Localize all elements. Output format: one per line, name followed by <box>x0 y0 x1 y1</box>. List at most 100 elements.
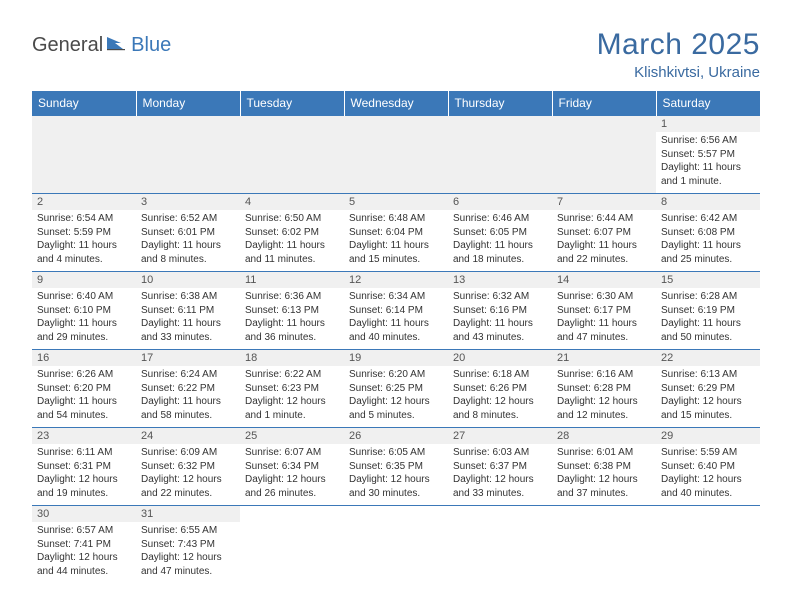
daylight-text: Daylight: 11 hours and 22 minutes. <box>557 239 651 266</box>
sunrise-text: Sunrise: 6:13 AM <box>661 368 755 382</box>
calendar-cell: 12Sunrise: 6:34 AMSunset: 6:14 PMDayligh… <box>344 272 448 350</box>
day-details: Sunrise: 6:16 AMSunset: 6:28 PMDaylight:… <box>552 366 656 425</box>
sunset-text: Sunset: 6:23 PM <box>245 382 339 396</box>
calendar-cell <box>344 116 448 194</box>
day-number: 4 <box>240 194 344 210</box>
day-details: Sunrise: 6:09 AMSunset: 6:32 PMDaylight:… <box>136 444 240 503</box>
daylight-text: Daylight: 12 hours and 26 minutes. <box>245 473 339 500</box>
weekday-header: Monday <box>136 91 240 116</box>
daylight-text: Daylight: 11 hours and 43 minutes. <box>453 317 547 344</box>
calendar-cell <box>136 116 240 194</box>
day-number: 15 <box>656 272 760 288</box>
sunrise-text: Sunrise: 6:05 AM <box>349 446 443 460</box>
daylight-text: Daylight: 11 hours and 58 minutes. <box>141 395 235 422</box>
weekday-header: Wednesday <box>344 91 448 116</box>
logo-text-general: General <box>32 34 103 57</box>
day-details: Sunrise: 6:56 AMSunset: 5:57 PMDaylight:… <box>656 132 760 191</box>
calendar-cell: 10Sunrise: 6:38 AMSunset: 6:11 PMDayligh… <box>136 272 240 350</box>
calendar-cell: 15Sunrise: 6:28 AMSunset: 6:19 PMDayligh… <box>656 272 760 350</box>
title-block: March 2025 Klishkivtsi, Ukraine <box>597 28 760 81</box>
sunset-text: Sunset: 6:20 PM <box>37 382 131 396</box>
sunrise-text: Sunrise: 6:50 AM <box>245 212 339 226</box>
calendar-row: 30Sunrise: 6:57 AMSunset: 7:41 PMDayligh… <box>32 506 760 584</box>
day-number: 22 <box>656 350 760 366</box>
sunrise-text: Sunrise: 6:56 AM <box>661 134 755 148</box>
sunrise-text: Sunrise: 6:20 AM <box>349 368 443 382</box>
sunrise-text: Sunrise: 6:54 AM <box>37 212 131 226</box>
day-number: 27 <box>448 428 552 444</box>
calendar-cell <box>240 506 344 584</box>
daylight-text: Daylight: 12 hours and 44 minutes. <box>37 551 131 578</box>
daylight-text: Daylight: 12 hours and 12 minutes. <box>557 395 651 422</box>
sunrise-text: Sunrise: 6:28 AM <box>661 290 755 304</box>
sunset-text: Sunset: 6:31 PM <box>37 460 131 474</box>
calendar-cell: 14Sunrise: 6:30 AMSunset: 6:17 PMDayligh… <box>552 272 656 350</box>
day-details: Sunrise: 6:05 AMSunset: 6:35 PMDaylight:… <box>344 444 448 503</box>
day-number: 21 <box>552 350 656 366</box>
calendar-cell <box>552 506 656 584</box>
day-details: Sunrise: 6:20 AMSunset: 6:25 PMDaylight:… <box>344 366 448 425</box>
sunset-text: Sunset: 6:26 PM <box>453 382 547 396</box>
day-details: Sunrise: 6:26 AMSunset: 6:20 PMDaylight:… <box>32 366 136 425</box>
day-details: Sunrise: 6:11 AMSunset: 6:31 PMDaylight:… <box>32 444 136 503</box>
calendar-cell: 25Sunrise: 6:07 AMSunset: 6:34 PMDayligh… <box>240 428 344 506</box>
header: General Blue March 2025 Klishkivtsi, Ukr… <box>32 28 760 81</box>
day-details: Sunrise: 6:07 AMSunset: 6:34 PMDaylight:… <box>240 444 344 503</box>
calendar-cell: 9Sunrise: 6:40 AMSunset: 6:10 PMDaylight… <box>32 272 136 350</box>
calendar-cell: 28Sunrise: 6:01 AMSunset: 6:38 PMDayligh… <box>552 428 656 506</box>
calendar-cell: 30Sunrise: 6:57 AMSunset: 7:41 PMDayligh… <box>32 506 136 584</box>
day-details: Sunrise: 6:01 AMSunset: 6:38 PMDaylight:… <box>552 444 656 503</box>
sunrise-text: Sunrise: 6:11 AM <box>37 446 131 460</box>
daylight-text: Daylight: 11 hours and 1 minute. <box>661 161 755 188</box>
sunrise-text: Sunrise: 6:16 AM <box>557 368 651 382</box>
calendar-cell: 11Sunrise: 6:36 AMSunset: 6:13 PMDayligh… <box>240 272 344 350</box>
day-number: 2 <box>32 194 136 210</box>
day-details: Sunrise: 6:18 AMSunset: 6:26 PMDaylight:… <box>448 366 552 425</box>
sunrise-text: Sunrise: 6:40 AM <box>37 290 131 304</box>
daylight-text: Daylight: 11 hours and 50 minutes. <box>661 317 755 344</box>
daylight-text: Daylight: 11 hours and 29 minutes. <box>37 317 131 344</box>
sunset-text: Sunset: 6:07 PM <box>557 226 651 240</box>
sunset-text: Sunset: 6:08 PM <box>661 226 755 240</box>
daylight-text: Daylight: 11 hours and 54 minutes. <box>37 395 131 422</box>
day-details: Sunrise: 6:34 AMSunset: 6:14 PMDaylight:… <box>344 288 448 347</box>
day-details: Sunrise: 6:52 AMSunset: 6:01 PMDaylight:… <box>136 210 240 269</box>
daylight-text: Daylight: 12 hours and 33 minutes. <box>453 473 547 500</box>
daylight-text: Daylight: 11 hours and 47 minutes. <box>557 317 651 344</box>
day-number: 29 <box>656 428 760 444</box>
sunset-text: Sunset: 6:02 PM <box>245 226 339 240</box>
sunrise-text: Sunrise: 6:44 AM <box>557 212 651 226</box>
calendar-cell: 19Sunrise: 6:20 AMSunset: 6:25 PMDayligh… <box>344 350 448 428</box>
day-number: 7 <box>552 194 656 210</box>
daylight-text: Daylight: 12 hours and 5 minutes. <box>349 395 443 422</box>
sunrise-text: Sunrise: 6:09 AM <box>141 446 235 460</box>
weekday-header-row: Sunday Monday Tuesday Wednesday Thursday… <box>32 91 760 116</box>
sunset-text: Sunset: 6:37 PM <box>453 460 547 474</box>
daylight-text: Daylight: 12 hours and 15 minutes. <box>661 395 755 422</box>
day-details: Sunrise: 6:32 AMSunset: 6:16 PMDaylight:… <box>448 288 552 347</box>
sunrise-text: Sunrise: 6:01 AM <box>557 446 651 460</box>
sunrise-text: Sunrise: 6:03 AM <box>453 446 547 460</box>
day-details: Sunrise: 6:57 AMSunset: 7:41 PMDaylight:… <box>32 522 136 581</box>
calendar-cell: 18Sunrise: 6:22 AMSunset: 6:23 PMDayligh… <box>240 350 344 428</box>
day-number: 9 <box>32 272 136 288</box>
calendar-cell: 21Sunrise: 6:16 AMSunset: 6:28 PMDayligh… <box>552 350 656 428</box>
day-details: Sunrise: 6:54 AMSunset: 5:59 PMDaylight:… <box>32 210 136 269</box>
sunrise-text: Sunrise: 6:24 AM <box>141 368 235 382</box>
sunrise-text: Sunrise: 6:18 AM <box>453 368 547 382</box>
day-number: 18 <box>240 350 344 366</box>
sunset-text: Sunset: 6:28 PM <box>557 382 651 396</box>
sunset-text: Sunset: 7:41 PM <box>37 538 131 552</box>
day-number: 8 <box>656 194 760 210</box>
sunset-text: Sunset: 6:29 PM <box>661 382 755 396</box>
daylight-text: Daylight: 11 hours and 18 minutes. <box>453 239 547 266</box>
daylight-text: Daylight: 12 hours and 1 minute. <box>245 395 339 422</box>
calendar-cell: 7 Sunrise: 6:44 AMSunset: 6:07 PMDaylight… <box>552 194 656 272</box>
calendar-cell: 2Sunrise: 6:54 AMSunset: 5:59 PMDaylight… <box>32 194 136 272</box>
sunset-text: Sunset: 6:34 PM <box>245 460 339 474</box>
day-number: 3 <box>136 194 240 210</box>
logo-text-blue: Blue <box>131 34 171 57</box>
calendar-cell: 8Sunrise: 6:42 AMSunset: 6:08 PMDaylight… <box>656 194 760 272</box>
day-number: 6 <box>448 194 552 210</box>
sunset-text: Sunset: 6:05 PM <box>453 226 547 240</box>
